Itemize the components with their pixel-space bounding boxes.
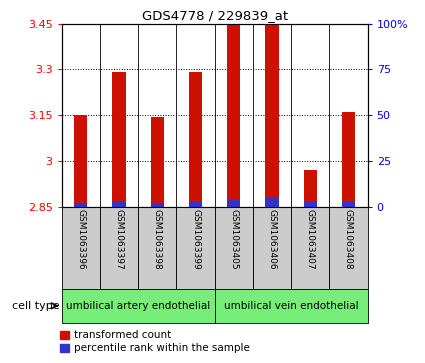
Bar [100, 207, 138, 289]
Bar [291, 207, 329, 289]
Bar [62, 289, 215, 323]
Bar [150, 117, 164, 207]
Bar [265, 24, 279, 207]
Bar [227, 22, 241, 207]
Bar [176, 207, 215, 289]
Bar [227, 200, 241, 207]
Bar [215, 289, 368, 323]
Bar [329, 207, 368, 289]
Bar [189, 202, 202, 207]
Bar [62, 207, 100, 289]
Text: cell type: cell type [12, 301, 60, 311]
Bar [253, 207, 291, 289]
Text: GSM1063399: GSM1063399 [191, 209, 200, 270]
Text: GSM1063407: GSM1063407 [306, 209, 315, 270]
Text: GSM1063396: GSM1063396 [76, 209, 85, 270]
Bar [112, 73, 126, 207]
Text: GSM1063406: GSM1063406 [267, 209, 277, 270]
Title: GDS4778 / 229839_at: GDS4778 / 229839_at [142, 9, 288, 23]
Bar [215, 207, 253, 289]
Bar [342, 112, 355, 207]
Text: umbilical artery endothelial: umbilical artery endothelial [66, 301, 210, 311]
Bar [112, 201, 126, 207]
Bar [265, 198, 279, 207]
Text: GSM1063398: GSM1063398 [153, 209, 162, 270]
Text: GSM1063397: GSM1063397 [114, 209, 124, 270]
Bar [74, 203, 88, 207]
Bar [138, 207, 176, 289]
Legend: transformed count, percentile rank within the sample: transformed count, percentile rank withi… [56, 326, 254, 358]
Text: GSM1063408: GSM1063408 [344, 209, 353, 270]
Text: umbilical vein endothelial: umbilical vein endothelial [224, 301, 358, 311]
Bar [150, 203, 164, 207]
Bar [303, 202, 317, 207]
Bar [342, 202, 355, 207]
Text: GSM1063405: GSM1063405 [229, 209, 238, 270]
Bar [74, 115, 88, 207]
Bar [189, 73, 202, 207]
Bar [303, 170, 317, 207]
